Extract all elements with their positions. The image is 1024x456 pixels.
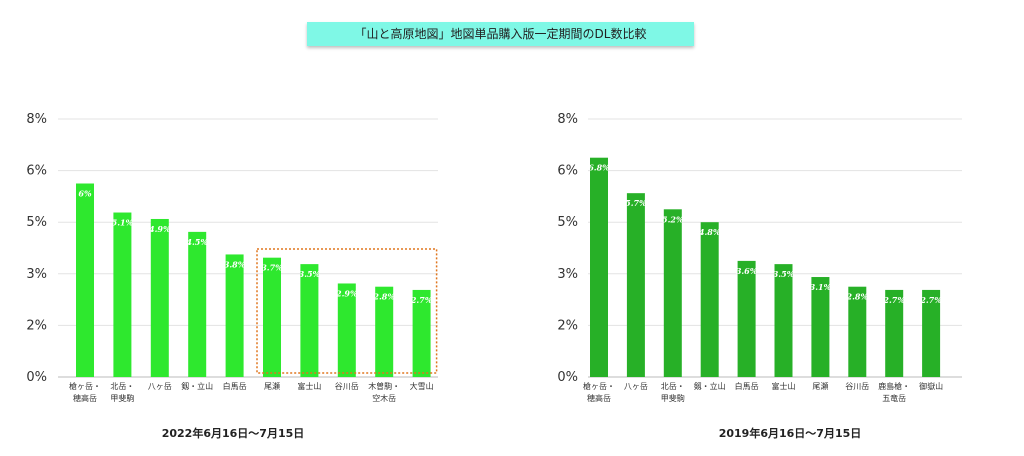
data-label: 4.8% [699, 227, 721, 237]
data-label: 6.8% [588, 163, 610, 173]
category-label: 北岳・甲斐駒 [110, 381, 134, 403]
bar [300, 264, 319, 377]
category-label: 尾瀬 [264, 381, 280, 391]
y-tick-label: 5% [557, 215, 578, 230]
data-label: 3.5% [299, 269, 321, 279]
data-label: 6% [78, 189, 92, 199]
data-label: 2.8% [372, 292, 395, 302]
bar [663, 209, 682, 377]
chart-caption: 2022年6月16日〜7月15日 [162, 426, 305, 440]
chart-2019: 0% 2% 3% 5% 6% 8% 6.8% 槍ヶ岳・穂高岳 5.7% 八ヶ岳 5.2% 北岳・甲斐駒… [557, 112, 962, 440]
bar [590, 157, 608, 377]
data-label: 2.8% [846, 292, 869, 302]
bar [337, 283, 356, 377]
data-label: 5.7% [625, 198, 647, 208]
chart-title: 「山と高原地図」地図単品購入版一定期間のDL数比較 [307, 22, 694, 46]
bar [225, 254, 244, 377]
y-tick-label: 3% [26, 267, 47, 282]
y-tick-label: 3% [557, 267, 578, 282]
bar [412, 289, 431, 377]
data-label: 3.1% [810, 282, 832, 292]
category-label: 御嶽山 [919, 381, 943, 391]
data-label: 2.7% [919, 295, 942, 305]
category-label: 富士山 [297, 381, 321, 391]
y-tick-label: 2% [26, 318, 47, 333]
bar [700, 222, 719, 377]
category-label: 尾瀬 [812, 381, 828, 391]
category-label: 谷川岳 [335, 381, 359, 391]
bar [375, 286, 394, 377]
data-label: 3.7% [261, 263, 283, 273]
category-label: 富士山 [772, 381, 796, 391]
category-label: 谷川岳 [845, 381, 869, 391]
chart-caption: 2019年6月16日〜7月15日 [719, 426, 862, 440]
category-label: 鹿島槍・五竜岳 [878, 381, 910, 403]
bar [188, 231, 207, 377]
bar [774, 264, 793, 377]
data-label: 3.8% [224, 259, 246, 269]
category-label: 剱・立山 [181, 381, 213, 391]
y-tick-label: 6% [557, 164, 578, 179]
category-label: 槍ヶ岳・穂高岳 [583, 381, 615, 403]
y-tick-label: 0% [26, 370, 47, 385]
y-tick-label: 8% [26, 112, 47, 127]
category-label: 北岳・甲斐駒 [661, 381, 685, 403]
data-label: 4.9% [149, 224, 171, 234]
bar [626, 193, 645, 377]
y-tick-label: 5% [26, 215, 47, 230]
highlight-box [256, 248, 438, 374]
data-label: 2.7% [410, 295, 433, 305]
category-label: 白馬岳 [735, 381, 759, 391]
bar [811, 277, 830, 377]
data-label: 2.9% [335, 288, 358, 298]
category-label: 槍ヶ岳・穂高岳 [69, 381, 101, 403]
category-label: 八ヶ岳 [624, 381, 648, 391]
bar [263, 257, 281, 377]
data-label: 5.2% [662, 214, 684, 224]
y-tick-label: 6% [26, 164, 47, 179]
data-label: 4.5% [186, 237, 208, 247]
bar [848, 286, 867, 377]
bar [76, 183, 94, 377]
y-tick-label: 2% [557, 318, 578, 333]
category-label: 白馬岳 [223, 381, 247, 391]
category-label: 八ヶ岳 [148, 381, 172, 391]
bar [737, 260, 756, 377]
y-tick-label: 0% [557, 370, 578, 385]
data-label: 5.1% [112, 218, 134, 228]
bar [113, 212, 132, 377]
bar [922, 289, 941, 377]
category-label: 剱・立山 [694, 381, 726, 391]
category-label: 大雪山 [410, 381, 434, 391]
data-label: 2.7% [882, 295, 905, 305]
chart-2022: 0% 2% 3% 5% 6% 8% 6% 槍ヶ岳・穂高岳 5.1% 北岳・甲斐駒 4.9% 八ヶ岳 4.… [26, 112, 438, 440]
data-label: 3.5% [773, 269, 795, 279]
bar [885, 289, 904, 377]
y-tick-label: 8% [557, 112, 578, 127]
bar [150, 218, 169, 377]
category-label: 木曽駒・空木岳 [368, 381, 400, 403]
data-label: 3.6% [736, 266, 758, 276]
